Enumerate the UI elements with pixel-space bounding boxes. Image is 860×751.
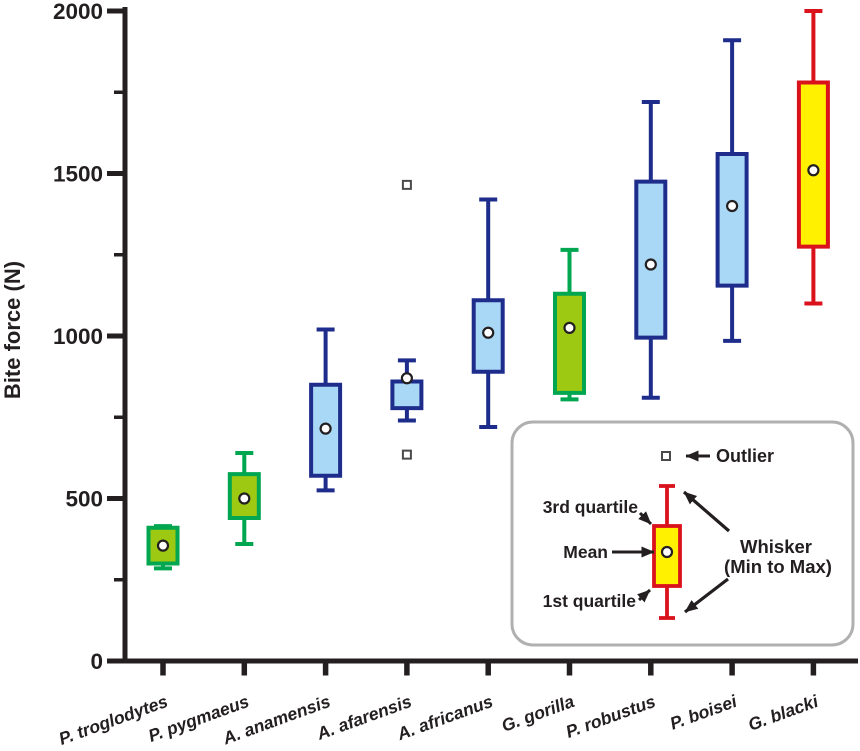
- iqr-box: [553, 291, 586, 395]
- mean-marker: [482, 326, 495, 339]
- y-tick-label: 2000: [53, 0, 103, 24]
- y-axis-title: Bite force (N): [0, 261, 25, 399]
- iqr-box: [390, 379, 424, 411]
- boxplot-a-afarensis: [390, 179, 424, 460]
- boxplot-a-anamensis: [309, 327, 343, 493]
- outlier-marker: [401, 179, 412, 190]
- legend-whisker-label-line2: (Min to Max): [724, 556, 832, 577]
- legend-box: [510, 420, 855, 647]
- legend-q1-label: 1st quartile: [543, 591, 637, 611]
- mean-marker: [563, 321, 576, 334]
- boxplot-p-troglodytes: [146, 524, 180, 571]
- y-tick-label: 1500: [53, 162, 103, 187]
- x-tick-label-g-blacki: G. blacki: [745, 691, 821, 735]
- mean-marker: [238, 492, 251, 505]
- legend-whisker-label-line1: Whisker: [740, 536, 812, 557]
- boxplots: [146, 9, 830, 571]
- legend-whisker-arrow-bottom: [684, 577, 729, 614]
- legend-q3-label: 3rd quartile: [543, 497, 639, 517]
- x-tick-label-p-robustus: P. robustus: [563, 691, 658, 742]
- legend-q3-arrow: [638, 511, 653, 526]
- y-tick-label: 1000: [53, 324, 103, 349]
- legend-whisker-arrow-top: [682, 490, 731, 533]
- legend-inset: Outlier 3rd quartile Mean 1st quartile Whisk…: [510, 420, 855, 647]
- mean-marker: [156, 539, 170, 552]
- mean-marker: [725, 199, 739, 213]
- x-tick-label-p-boisei: P. boisei: [667, 691, 740, 734]
- boxplot-a-africanus: [471, 197, 505, 429]
- mean-marker: [660, 545, 674, 559]
- legend-sample-boxplot: [652, 484, 682, 620]
- y-tick-label: 0: [90, 649, 103, 674]
- boxplot-p-boisei: [715, 38, 749, 343]
- boxplot-p-robustus: [634, 100, 668, 400]
- legend-outlier-marker: [661, 451, 671, 461]
- mean-marker: [319, 422, 332, 435]
- iqr-box: [715, 152, 749, 288]
- legend-mean-label: Mean: [563, 542, 608, 562]
- boxplot-g-blacki: [796, 9, 830, 306]
- mean-marker: [807, 164, 820, 177]
- legend-outlier-label: Outlier: [716, 446, 774, 466]
- mean-marker: [400, 372, 413, 385]
- legend-q1-arrow: [637, 588, 652, 603]
- mean-marker: [644, 258, 657, 271]
- y-tick-label: 500: [65, 487, 103, 512]
- boxplot-g-gorilla: [553, 247, 586, 402]
- boxplot-p-pygmaeus: [227, 451, 261, 546]
- outlier-marker: [401, 449, 412, 460]
